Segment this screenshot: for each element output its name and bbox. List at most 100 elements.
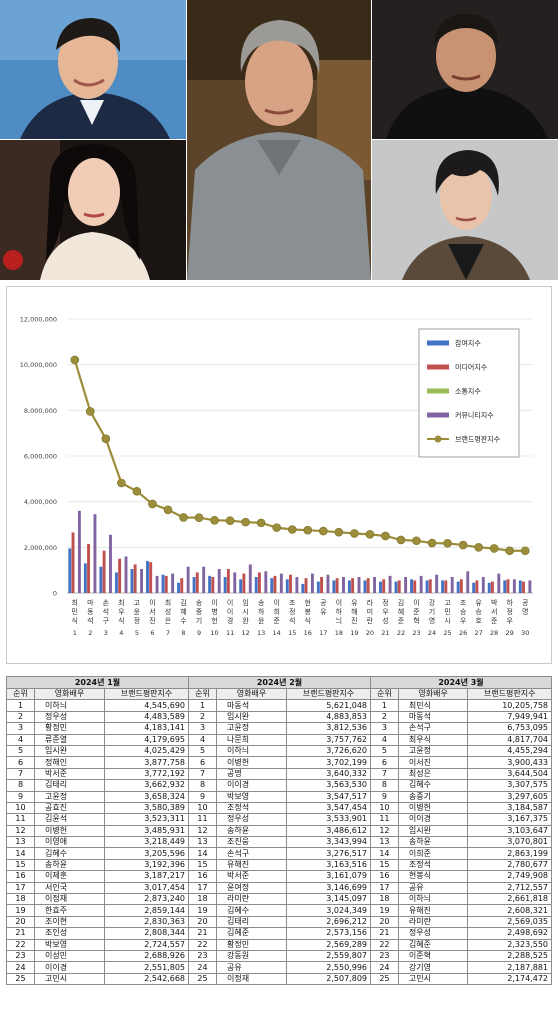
actor-name-cell: 이이경 [34, 961, 105, 974]
x-category-number: 5 [135, 629, 139, 637]
rank-cell: 5 [370, 744, 399, 758]
bar-미디어지수 [304, 578, 308, 593]
score-cell: 2,859,144 [104, 904, 189, 917]
score-cell: 2,661,818 [467, 893, 552, 906]
bar-참여지수 [223, 577, 227, 593]
table-row: 2 임시완 4,883,853 [188, 710, 371, 724]
rank-cell: 1 [188, 699, 217, 712]
header-actor: 영화배우 [397, 687, 469, 701]
x-category-number: 18 [335, 629, 343, 637]
y-tick-label: 4,000,000 [24, 498, 57, 506]
actor-name-cell: 임시완 [216, 710, 287, 724]
bar-참여지수 [177, 582, 180, 593]
score-cell: 3,167,375 [467, 813, 552, 826]
x-category-number: 27 [474, 629, 482, 637]
actor-name-cell: 송중기 [397, 790, 469, 803]
bar-미디어지수 [226, 569, 230, 593]
actor-name-cell: 이하늬 [34, 699, 105, 712]
score-cell: 4,179,695 [104, 733, 189, 746]
bar-미디어지수 [351, 578, 355, 593]
x-category-number: 25 [443, 629, 451, 637]
bar-커뮤니티지수 [233, 572, 237, 593]
actor-name-cell: 조인성 [34, 927, 105, 940]
rank-cell: 10 [6, 801, 35, 815]
x-category-number: 2 [88, 629, 92, 637]
rank-cell: 4 [6, 733, 35, 746]
y-tick-label: 2,000,000 [24, 544, 57, 552]
ranking-table-february: 2024년 2월 순위 영화배우 브랜드평판지수 1 마동석 5,621,048 2 임… [188, 676, 371, 986]
rank-cell: 24 [370, 961, 399, 974]
table-row: 21 김혜준 2,573,156 [188, 927, 371, 940]
actor-name-cell: 손석구 [397, 722, 469, 735]
table-row: 10 조정석 3,547,454 [188, 801, 371, 815]
score-cell: 3,486,612 [286, 824, 371, 838]
x-category-number: 7 [166, 629, 170, 637]
table-row: 24 공유 2,550,996 [188, 961, 371, 974]
table-row: 10 이병헌 3,184,587 [370, 801, 552, 815]
rank-cell: 23 [6, 949, 35, 963]
table-row: 4 류준열 4,179,695 [6, 733, 189, 746]
score-cell: 2,187,881 [467, 961, 552, 974]
bar-참여지수 [441, 580, 445, 593]
rank-cell: 23 [188, 949, 217, 963]
score-cell: 4,025,429 [104, 744, 189, 758]
header-score: 브랜드평판지수 [104, 687, 189, 701]
bar-미디어지수 [335, 578, 339, 593]
x-category-number: 16 [304, 629, 312, 637]
bar-커뮤니티지수 [93, 514, 97, 593]
x-category-number: 9 [197, 629, 201, 637]
table-row: 22 박보영 2,724,557 [6, 938, 189, 952]
table-row: 2 마동석 7,949,941 [370, 710, 552, 724]
bar-참여지수 [363, 580, 367, 593]
actor-name-cell: 김혜준 [397, 938, 469, 952]
table-row: 24 이이경 2,551,805 [6, 961, 189, 974]
brand-reputation-point [272, 523, 282, 532]
table-row: 17 윤여정 3,146,699 [188, 881, 371, 895]
score-cell: 2,288,525 [467, 949, 552, 963]
actor-name-cell: 나문희 [216, 733, 287, 746]
rank-cell: 18 [6, 893, 35, 906]
score-cell: 2,569,035 [467, 915, 552, 929]
brand-reputation-point [505, 546, 515, 556]
bar-미디어지수 [428, 579, 432, 593]
actor-name-cell: 송하윤 [216, 824, 287, 838]
actor-name-cell: 정해인 [34, 756, 105, 769]
actor-name-cell: 김혜수 [397, 779, 469, 792]
actor-name-cell: 라미란 [397, 915, 469, 929]
score-cell: 2,749,908 [467, 870, 552, 883]
bar-커뮤니티지수 [512, 579, 516, 593]
table-row: 12 이병헌 3,485,931 [6, 824, 189, 838]
rank-cell: 22 [188, 938, 217, 952]
table-row: 7 박서준 3,772,192 [6, 767, 189, 781]
actor-name-cell: 이하늬 [397, 893, 469, 906]
actor-name-cell: 조진웅 [216, 836, 287, 849]
header-rank: 순위 [188, 687, 217, 701]
bar-커뮤니티지수 [342, 577, 345, 593]
rank-cell: 24 [6, 961, 35, 974]
table-row: 7 최성은 3,644,504 [370, 767, 552, 781]
bar-참여지수 [99, 566, 103, 593]
header-score: 브랜드평판지수 [467, 687, 552, 701]
table-row: 21 조인성 2,808,344 [6, 927, 189, 940]
bar-참여지수 [239, 579, 243, 593]
table-month-title: 2024년 3월 [370, 676, 552, 689]
rank-cell: 19 [6, 904, 35, 917]
score-cell: 5,621,048 [286, 699, 371, 712]
rank-cell: 20 [370, 915, 399, 929]
rank-cell: 14 [6, 847, 35, 860]
score-cell: 3,877,758 [104, 756, 189, 769]
legend-color-swatch [427, 364, 449, 370]
rank-cell: 6 [188, 756, 217, 769]
actor-photo-top-left [0, 0, 186, 139]
y-tick-label: 6,000,000 [24, 453, 57, 461]
score-cell: 3,017,454 [104, 881, 189, 895]
score-cell: 3,757,762 [286, 733, 371, 746]
x-category-number: 26 [459, 629, 467, 637]
rank-cell: 1 [370, 699, 399, 712]
rank-cell: 9 [370, 790, 399, 803]
brand-reputation-point [381, 531, 390, 541]
table-row: 24 강기영 2,187,881 [370, 961, 552, 974]
